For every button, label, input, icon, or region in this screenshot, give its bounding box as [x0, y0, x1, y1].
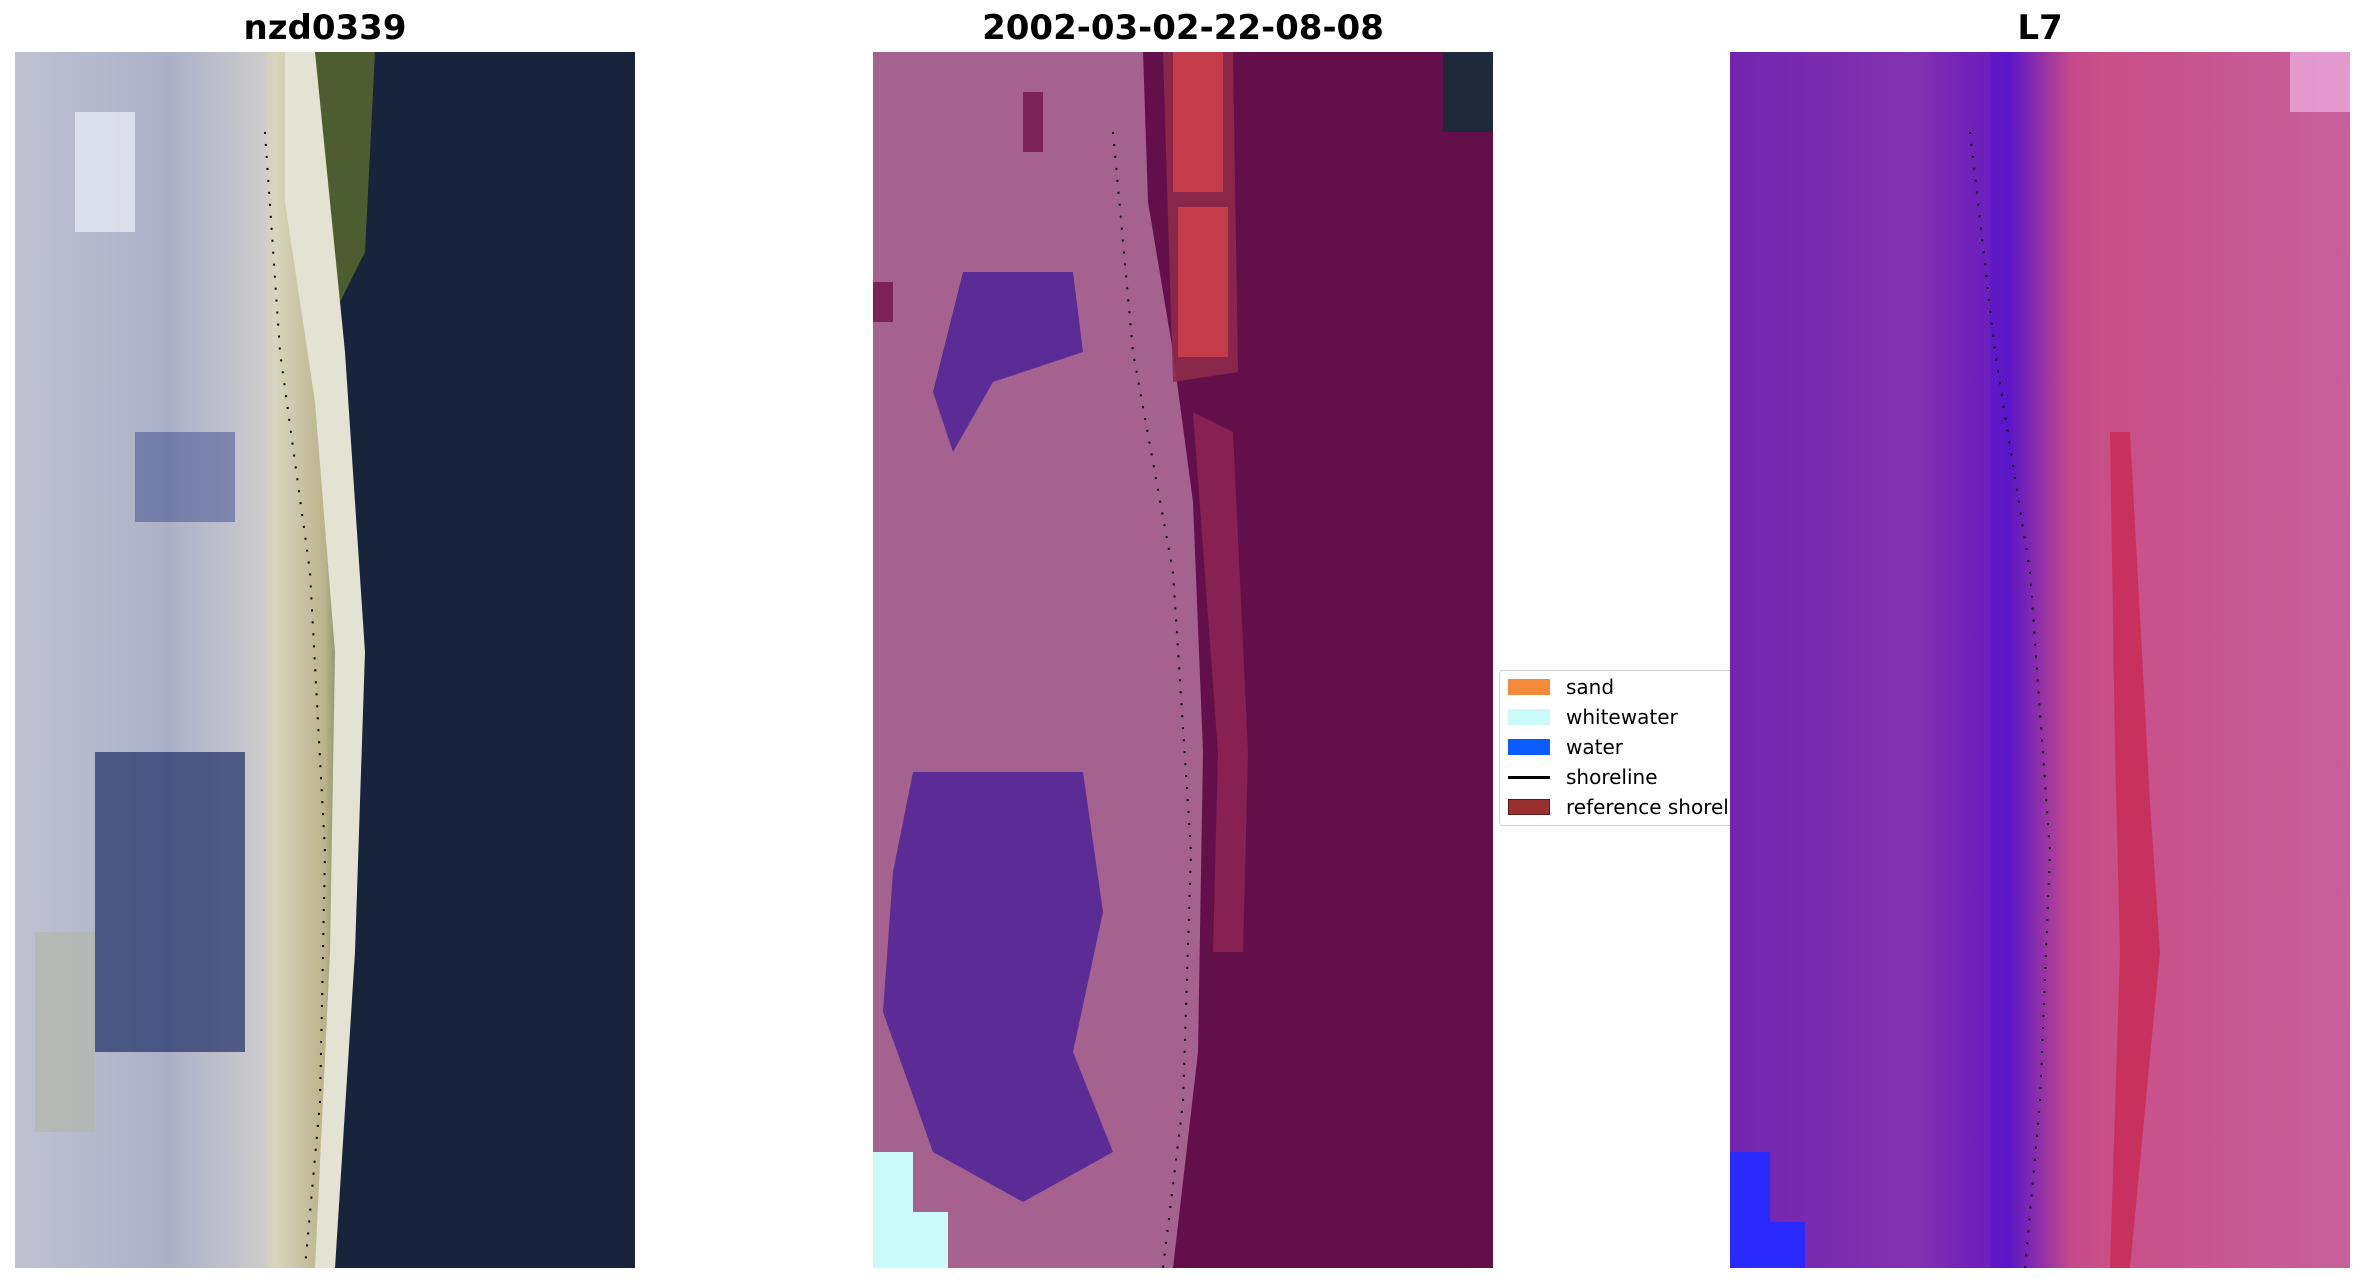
legend-item-water: water: [1508, 735, 1623, 759]
legend-label-water: water: [1566, 735, 1623, 759]
rgb-image-panel: [15, 52, 635, 1268]
sand-swatch-icon: [1508, 679, 1550, 695]
panel-title-right: L7: [2017, 8, 2063, 48]
legend-item-reference-shoreline: reference shoreline: [1508, 795, 1739, 819]
legend-label-whitewater: whitewater: [1566, 705, 1678, 729]
false-color-image-icon: [1730, 52, 2350, 1268]
legend-item-whitewater: whitewater: [1508, 705, 1678, 729]
legend-item-shoreline: shoreline: [1508, 765, 1658, 789]
classified-image-icon: [873, 52, 1493, 1268]
legend-label-shoreline: shoreline: [1566, 765, 1658, 789]
shoreline-line-icon: [1508, 775, 1550, 779]
legend-item-sand: sand: [1508, 675, 1614, 699]
panel-title-left: nzd0339: [243, 8, 407, 48]
panel-title-middle: 2002-03-02-22-08-08: [982, 8, 1384, 48]
legend-label-reference-shoreline: reference shoreline: [1566, 795, 1739, 819]
classified-image-panel: [873, 52, 1493, 1268]
false-color-image-panel: [1730, 52, 2350, 1268]
rgb-satellite-image-icon: [15, 52, 635, 1268]
reference-shoreline-swatch-icon: [1508, 799, 1550, 815]
water-swatch-icon: [1508, 739, 1550, 755]
whitewater-swatch-icon: [1508, 709, 1550, 725]
legend: sand whitewater water shoreline referenc…: [1499, 670, 1739, 826]
legend-label-sand: sand: [1566, 675, 1615, 699]
